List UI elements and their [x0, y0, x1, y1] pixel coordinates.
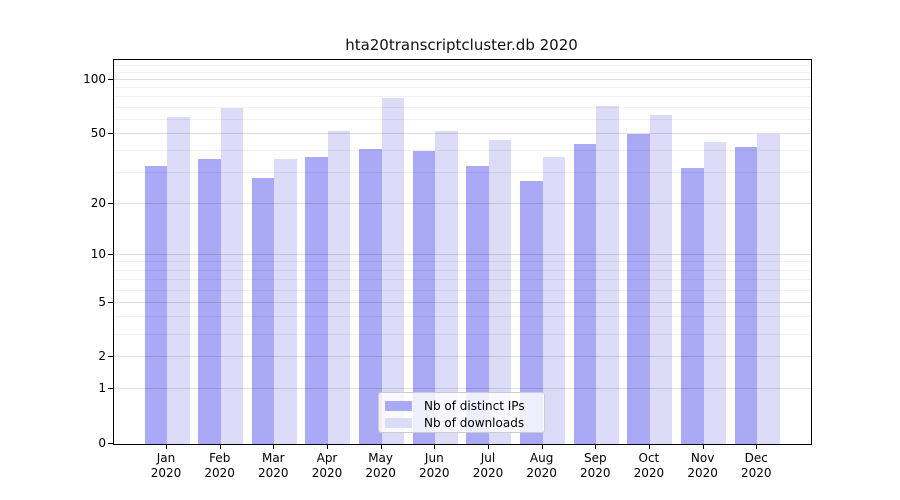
y-tick-10 — [108, 253, 113, 255]
bar-downloads-dec — [757, 133, 780, 444]
x-tick-label-jan: Jan 2020 — [150, 451, 182, 480]
legend-swatch-downloads — [385, 417, 412, 428]
x-tick-label-dec: Dec 2020 — [741, 451, 772, 480]
major-gridline-10 — [114, 253, 811, 255]
x-tick-label-jul: Jul 2020 — [472, 451, 504, 480]
y-tick-label-100: 100 — [83, 72, 106, 86]
x-tick-nov — [702, 445, 704, 449]
plot-area — [113, 59, 812, 445]
bar-distinct-ips-feb — [198, 159, 221, 444]
major-gridline-1 — [114, 388, 811, 390]
major-gridline-20 — [114, 202, 811, 204]
x-tick-label-jun: Jun 2020 — [419, 451, 450, 480]
y-tick-label-0: 0 — [98, 436, 106, 450]
x-tick-label-may: May 2020 — [365, 451, 396, 480]
x-tick-dec — [756, 445, 758, 449]
minor-gridline-40 — [114, 150, 811, 152]
legend-swatch-distinct-ips — [385, 400, 412, 411]
bar-downloads-apr — [327, 130, 351, 444]
bar-downloads-jun — [435, 130, 458, 444]
y-tick-50 — [108, 132, 113, 134]
y-tick-100 — [108, 79, 113, 80]
x-tick-label-feb: Feb 2020 — [204, 451, 235, 480]
legend-label-distinct-ips: Nb of distinct IPs — [424, 398, 525, 413]
x-tick-label-nov: Nov 2020 — [687, 451, 718, 480]
chart-title: hta20transcriptcluster.db 2020 — [345, 36, 578, 54]
minor-gridline-110 — [114, 71, 811, 73]
x-tick-feb — [219, 445, 221, 449]
major-gridline-100 — [114, 79, 811, 80]
y-tick-label-10: 10 — [90, 246, 106, 261]
major-gridline-2 — [114, 356, 811, 358]
bar-distinct-ips-dec — [734, 147, 758, 444]
legend: Nb of distinct IPs Nb of downloads — [378, 392, 545, 433]
y-tick-1 — [108, 388, 113, 390]
x-tick-label-sep: Sep 2020 — [580, 451, 611, 480]
legend-row-distinct-ips: Nb of distinct IPs — [379, 397, 544, 414]
y-tick-label-20: 20 — [90, 195, 106, 210]
y-tick-label-1: 1 — [98, 381, 106, 396]
legend-label-downloads: Nb of downloads — [424, 415, 525, 430]
minor-gridline-90 — [114, 87, 811, 89]
x-tick-label-apr: Apr 2020 — [311, 451, 343, 480]
x-tick-label-oct: Oct 2020 — [633, 451, 665, 480]
x-tick-jan — [166, 445, 167, 449]
minor-gridline-7 — [114, 279, 811, 280]
bar-downloads-oct — [649, 114, 673, 444]
bar-distinct-ips-nov — [681, 168, 704, 444]
bar-distinct-ips-jul — [466, 165, 489, 444]
minor-gridline-120 — [114, 64, 811, 66]
y-tick-20 — [108, 202, 113, 204]
y-tick-label-2: 2 — [98, 349, 106, 364]
minor-gridline-80 — [114, 96, 811, 98]
x-tick-apr — [327, 445, 328, 449]
bar-downloads-aug — [542, 157, 566, 444]
x-tick-label-mar: Mar 2020 — [258, 451, 289, 480]
x-tick-oct — [648, 445, 650, 449]
bar-downloads-nov — [703, 142, 727, 444]
y-tick-label-50: 50 — [90, 125, 106, 140]
minor-gridline-60 — [114, 118, 811, 120]
y-tick-5 — [108, 301, 113, 303]
x-tick-jun — [434, 445, 436, 449]
bar-distinct-ips-jan — [144, 165, 167, 444]
y-tick-2 — [108, 356, 113, 358]
bar-downloads-jan — [167, 117, 190, 444]
legend-row-downloads: Nb of downloads — [379, 414, 544, 431]
x-tick-jul — [488, 445, 489, 449]
bar-distinct-ips-oct — [627, 133, 650, 444]
bar-distinct-ips-jun — [412, 151, 436, 444]
minor-gridline-4 — [114, 316, 811, 318]
bar-distinct-ips-mar — [251, 178, 275, 444]
x-tick-label-aug: Aug 2020 — [526, 451, 557, 480]
x-tick-aug — [541, 445, 543, 449]
minor-gridline-70 — [114, 106, 811, 108]
minor-gridline-9 — [114, 261, 811, 263]
bar-downloads-jul — [488, 140, 512, 444]
y-tick-label-5: 5 — [98, 294, 106, 309]
bar-distinct-ips-may — [359, 149, 382, 444]
bar-downloads-may — [381, 98, 405, 444]
y-tick-0 — [108, 443, 113, 444]
minor-gridline-30 — [114, 172, 811, 174]
bar-downloads-feb — [220, 107, 244, 444]
major-gridline-50 — [114, 132, 811, 134]
minor-gridline-6 — [114, 289, 811, 291]
bar-distinct-ips-sep — [573, 143, 597, 444]
bar-downloads-mar — [274, 159, 297, 444]
bar-downloads-sep — [596, 105, 619, 444]
x-tick-may — [380, 445, 382, 449]
x-tick-sep — [595, 445, 597, 449]
bar-distinct-ips-apr — [305, 157, 328, 444]
bar-distinct-ips-aug — [520, 181, 543, 444]
x-tick-mar — [273, 445, 275, 449]
minor-gridline-3 — [114, 333, 811, 335]
minor-gridline-8 — [114, 269, 811, 271]
major-gridline-5 — [114, 301, 811, 303]
